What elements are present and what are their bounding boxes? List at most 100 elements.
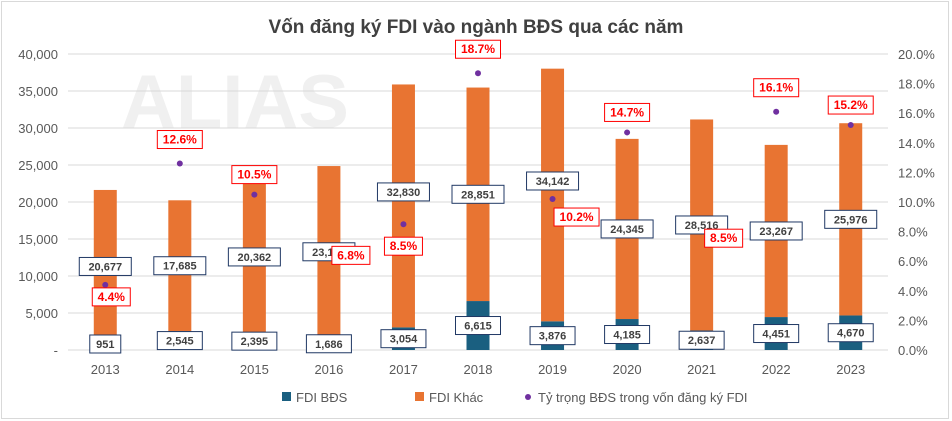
value-data-label: 3,876 bbox=[539, 331, 567, 343]
x-tick-label: 2021 bbox=[687, 362, 716, 377]
y-tick-label: - bbox=[54, 343, 58, 358]
value-data-label: 28,851 bbox=[461, 189, 495, 201]
value-label-box bbox=[604, 325, 651, 345]
value-label-box bbox=[678, 330, 725, 350]
value-data-label: 32,830 bbox=[387, 187, 421, 199]
pct-data-label: 14.7% bbox=[610, 105, 644, 119]
value-data-label: 20,677 bbox=[88, 261, 122, 273]
y-tick-label: 15,000 bbox=[18, 232, 58, 247]
y2-tick-label: 12.0% bbox=[898, 165, 935, 180]
y2-tick-label: 8.0% bbox=[898, 225, 928, 240]
y-tick-label: 10,000 bbox=[18, 269, 58, 284]
pct-label-box bbox=[91, 287, 131, 307]
value-data-label: 3,054 bbox=[390, 334, 418, 346]
y-tick-label: 25,000 bbox=[18, 158, 58, 173]
x-tick-label: 2015 bbox=[240, 362, 269, 377]
value-label-box bbox=[753, 324, 800, 344]
value-data-label: 4,670 bbox=[837, 328, 865, 340]
ratio-point bbox=[251, 191, 258, 198]
pct-label-box bbox=[455, 39, 501, 59]
pct-data-label: 12.6% bbox=[163, 133, 197, 147]
value-data-label: 34,142 bbox=[536, 176, 570, 188]
legend-label: Tỷ trọng BĐS trong vốn đăng ký FDI bbox=[538, 390, 748, 405]
value-data-label: 6,615 bbox=[464, 321, 492, 333]
ratio-point bbox=[847, 122, 854, 129]
value-data-label: 2,545 bbox=[166, 336, 194, 348]
y2-tick-label: 6.0% bbox=[898, 254, 928, 269]
legend-label: FDI BĐS bbox=[296, 390, 348, 405]
y2-tick-label: 18.0% bbox=[898, 77, 935, 92]
y-tick-label: 20,000 bbox=[18, 195, 58, 210]
y2-tick-label: 10.0% bbox=[898, 195, 935, 210]
legend-marker bbox=[525, 394, 531, 400]
pct-data-label: 10.5% bbox=[237, 168, 271, 182]
value-data-label: 17,685 bbox=[163, 261, 197, 273]
pct-data-label: 8.5% bbox=[710, 231, 738, 245]
pct-label-box bbox=[553, 207, 600, 227]
pct-label-box bbox=[827, 95, 874, 115]
value-label-box bbox=[78, 256, 132, 276]
chart-title: Vốn đăng ký FDI vào ngành BĐS qua các nă… bbox=[269, 17, 684, 38]
y2-tick-label: 2.0% bbox=[898, 313, 928, 328]
x-tick-label: 2023 bbox=[836, 362, 865, 377]
x-tick-label: 2017 bbox=[389, 362, 418, 377]
value-data-label: 23,267 bbox=[759, 226, 793, 238]
x-tick-label: 2018 bbox=[464, 362, 493, 377]
pct-label-box bbox=[231, 165, 278, 185]
y-tick-label: 35,000 bbox=[18, 84, 58, 99]
value-label-box bbox=[600, 219, 654, 239]
y-tick-label: 40,000 bbox=[18, 47, 58, 62]
value-data-label: 25,976 bbox=[834, 214, 868, 226]
pct-label-box bbox=[753, 78, 800, 98]
x-tick-label: 2022 bbox=[762, 362, 791, 377]
value-label-box bbox=[380, 329, 427, 349]
ratio-point bbox=[624, 129, 631, 136]
ratio-point bbox=[102, 281, 109, 288]
value-data-label: 24,345 bbox=[610, 224, 644, 236]
y2-tick-label: 14.0% bbox=[898, 136, 935, 151]
legend-swatch bbox=[282, 392, 291, 401]
y-tick-label: 5,000 bbox=[25, 306, 58, 321]
pct-data-label: 15.2% bbox=[834, 98, 868, 112]
pct-label-box bbox=[331, 245, 371, 265]
bar-fdi-khac bbox=[541, 68, 565, 322]
x-tick-label: 2020 bbox=[613, 362, 642, 377]
x-tick-label: 2016 bbox=[314, 362, 343, 377]
ratio-point bbox=[773, 108, 780, 115]
value-label-box bbox=[824, 209, 878, 229]
value-label-box bbox=[827, 323, 874, 343]
watermark: ALIAS bbox=[121, 60, 349, 145]
pct-label-box bbox=[383, 236, 423, 256]
value-label-box bbox=[156, 331, 203, 351]
pct-data-label: 6.8% bbox=[337, 248, 365, 262]
pct-label-box bbox=[604, 102, 651, 122]
value-label-box bbox=[153, 256, 207, 276]
pct-label-box bbox=[156, 130, 203, 150]
legend-swatch bbox=[415, 392, 424, 401]
value-label-box bbox=[526, 171, 580, 191]
ratio-point bbox=[400, 221, 407, 228]
value-label-box bbox=[451, 184, 505, 204]
y2-tick-label: 0.0% bbox=[898, 343, 928, 358]
ratio-point bbox=[176, 160, 183, 167]
value-label-box bbox=[455, 316, 501, 336]
value-data-label: 1,686 bbox=[315, 339, 343, 351]
x-tick-label: 2013 bbox=[91, 362, 120, 377]
ratio-point bbox=[549, 196, 556, 203]
x-tick-label: 2014 bbox=[165, 362, 194, 377]
pct-data-label: 10.2% bbox=[560, 210, 594, 224]
value-label-box bbox=[749, 221, 803, 241]
value-label-box bbox=[227, 247, 281, 267]
pct-label-box bbox=[704, 228, 744, 248]
value-data-label: 20,362 bbox=[238, 252, 272, 264]
y2-tick-label: 16.0% bbox=[898, 106, 935, 121]
pct-data-label: 4.4% bbox=[98, 290, 126, 304]
value-data-label: 951 bbox=[96, 339, 114, 351]
value-data-label: 2,395 bbox=[241, 336, 269, 348]
x-tick-label: 2019 bbox=[538, 362, 567, 377]
legend-label: FDI Khác bbox=[429, 390, 484, 405]
value-label-box bbox=[89, 334, 122, 354]
pct-data-label: 18.7% bbox=[461, 42, 495, 56]
